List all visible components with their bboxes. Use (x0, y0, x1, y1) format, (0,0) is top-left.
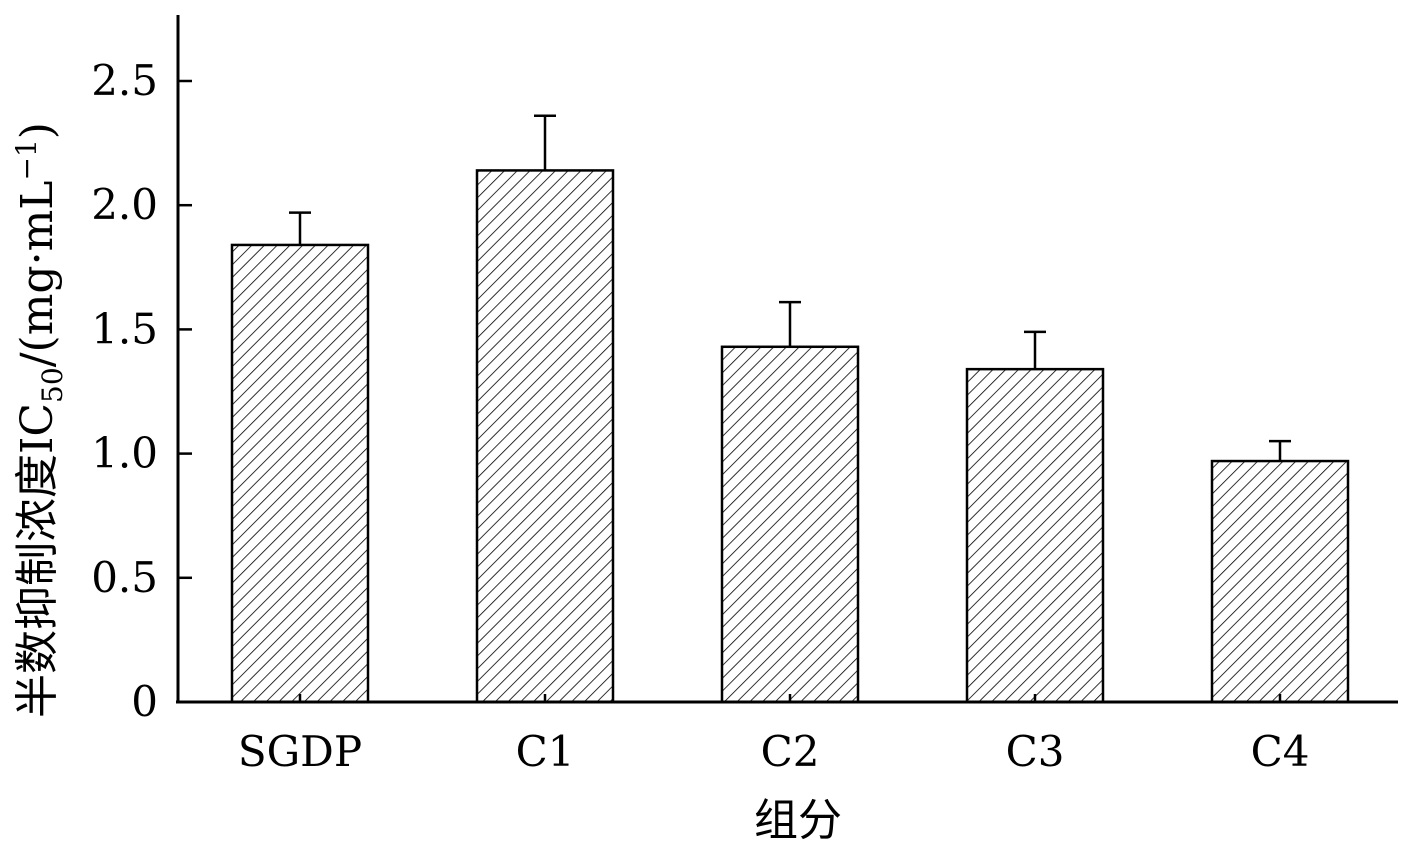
y-axis-title-subscript: 50 (36, 367, 69, 403)
bar-sgdp (230, 243, 370, 704)
y-tick-label-3: 1.5 (91, 304, 158, 353)
y-tick-label-0: 0 (131, 677, 158, 726)
x-tick-label-c1: C1 (516, 727, 575, 776)
y-tick-label-1: 0.5 (91, 553, 158, 602)
y-axis-title-prefix: 半数抑制浓度IC (12, 403, 63, 718)
y-tick-label-4: 2.0 (91, 180, 158, 229)
bar-c3 (965, 367, 1105, 704)
y-tick-label-5: 2.5 (91, 56, 158, 105)
y-axis-title-close: ) (12, 122, 63, 139)
x-tick-label-sgdp: SGDP (238, 727, 362, 776)
bar-c4 (1210, 459, 1350, 704)
y-tick-label-2: 1.0 (91, 429, 158, 478)
bar-c2 (720, 345, 860, 704)
x-axis-title: 组分 (754, 795, 842, 842)
y-axis-title-superscript: −1 (10, 139, 43, 180)
y-axis-title: 半数抑制浓度IC50/(mg·mL−1) (10, 122, 69, 718)
x-tick-label-c3: C3 (1006, 727, 1065, 776)
bar-c1 (475, 169, 615, 704)
x-tick-label-c2: C2 (761, 727, 820, 776)
x-tick-label-c4: C4 (1251, 727, 1310, 776)
y-axis-title-unit: /(mg·mL (12, 180, 63, 367)
